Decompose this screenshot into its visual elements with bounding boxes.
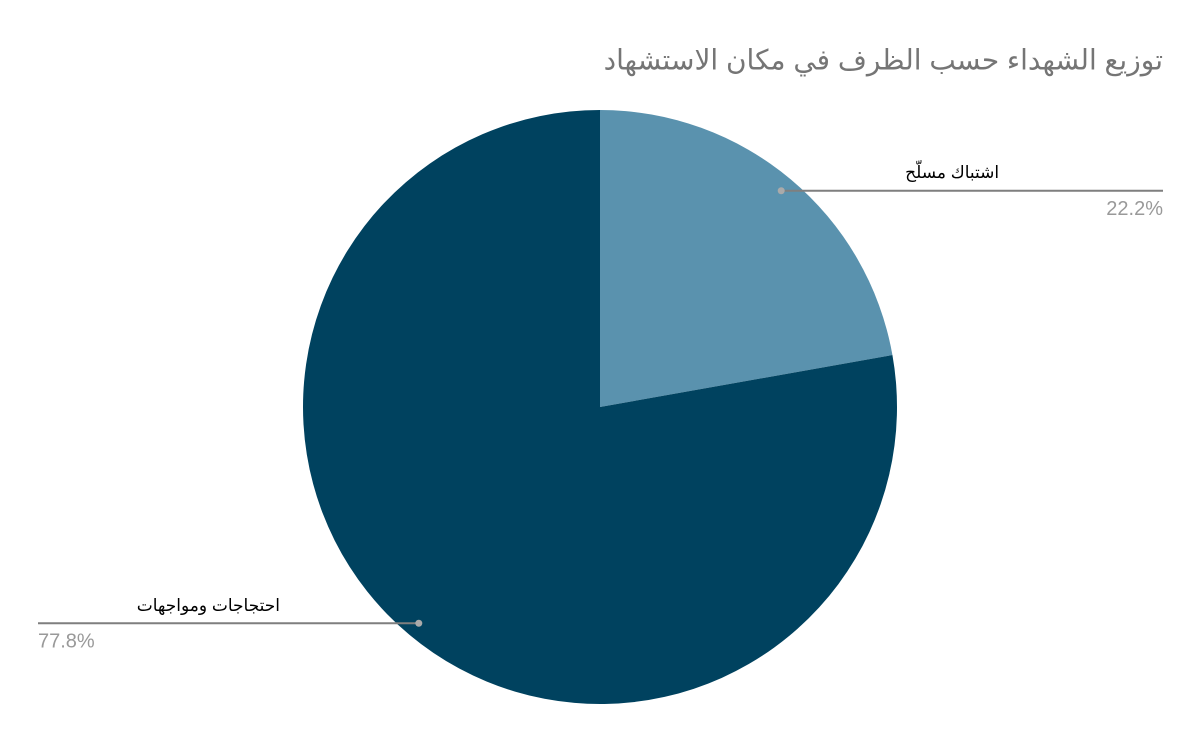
- slice-value-label: 22.2%: [1106, 198, 1163, 220]
- leader-dot: [415, 619, 423, 627]
- slice-label: اشتباك مسلّح: [905, 159, 999, 183]
- leader-dot: [777, 187, 785, 195]
- pie-slice: [600, 110, 893, 407]
- pie-slice: [302, 110, 897, 704]
- chart-title: توزيع الشهداء حسب الظرف في مكان الاستشها…: [604, 44, 1163, 76]
- slice-label: احتجاجات ومواجهات: [137, 596, 280, 616]
- slice-value-label: 77.8%: [38, 631, 95, 653]
